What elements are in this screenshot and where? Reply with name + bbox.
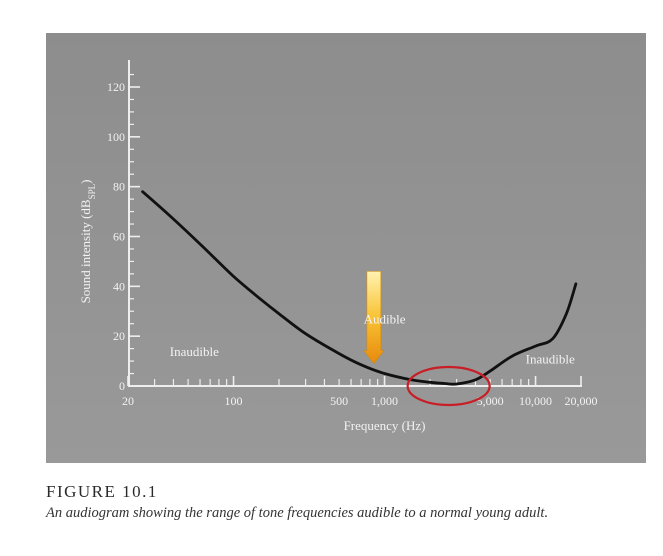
y-tick-label: 40 [113, 279, 125, 293]
figure-caption: FIGURE 10.1 An audiogram showing the ran… [46, 482, 646, 523]
figure-label: FIGURE 10.1 [46, 482, 158, 501]
audible-arrow [363, 271, 385, 365]
y-tick-label: 100 [107, 130, 125, 144]
x-tick-label: 20,000 [565, 394, 598, 408]
x-tick-label: 10,000 [519, 394, 552, 408]
x-tick-label: 20 [122, 394, 134, 408]
x-tick-label: 100 [225, 394, 243, 408]
inaudible-label: Inaudible [526, 352, 575, 367]
annotations: Inaudible Audible Inaudible [170, 271, 575, 407]
x-axis-title: Frequency (Hz) [344, 418, 426, 433]
plot-background [46, 33, 646, 463]
y-tick-label: 60 [113, 230, 125, 244]
figure-caption-text: An audiogram showing the range of tone f… [46, 505, 549, 521]
y-tick-label: 80 [113, 180, 125, 194]
y-tick-label: 20 [113, 329, 125, 343]
inaudible-label: Inaudible [170, 344, 219, 359]
x-tick-label: 5,000 [477, 394, 504, 408]
y-tick-label: 120 [107, 80, 125, 94]
x-tick-label: 500 [330, 394, 348, 408]
y-tick-label: 0 [119, 379, 125, 393]
audible-label: Audible [364, 312, 406, 327]
y-axis-title: Sound intensity (dBSPL) [78, 180, 97, 304]
highlight-ellipse [406, 365, 491, 407]
x-tick-label: 1,000 [371, 394, 398, 408]
